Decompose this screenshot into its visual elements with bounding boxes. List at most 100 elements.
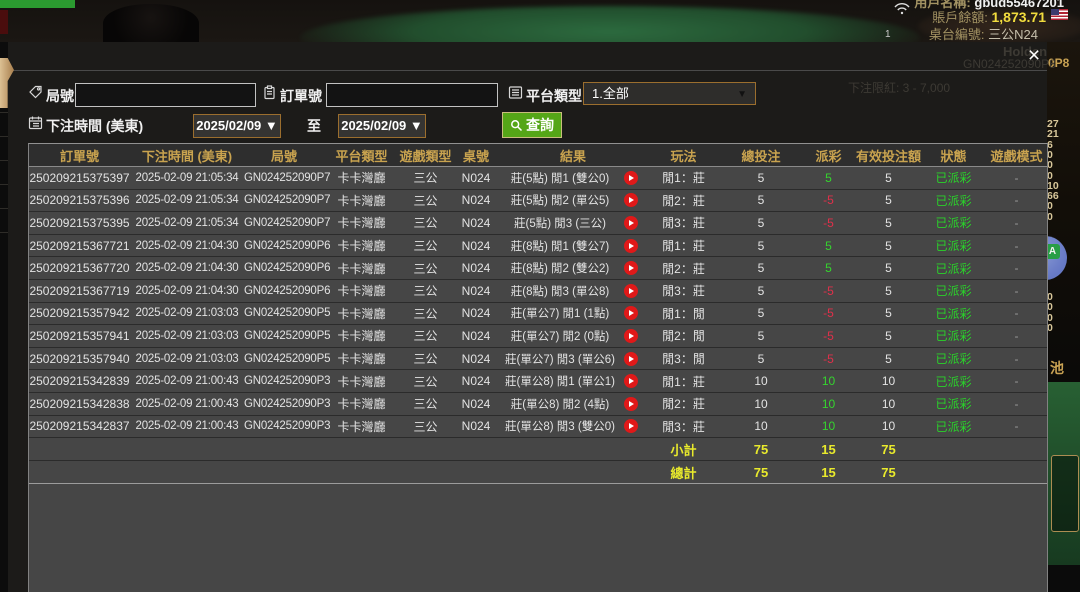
- search-button[interactable]: 查詢: [502, 112, 562, 138]
- table-number-cell: N024: [461, 374, 491, 389]
- stat-number: 27: [1047, 118, 1059, 130]
- platform-cell: 卡卡灣廳: [337, 171, 386, 186]
- close-button[interactable]: ×: [1027, 44, 1041, 67]
- result-cell: 莊(5點) 閒2 (單公5): [500, 192, 646, 208]
- play-video-button[interactable]: [624, 396, 638, 411]
- play-video-button[interactable]: [624, 238, 638, 253]
- stat-number: 0: [1047, 148, 1053, 161]
- valid-bet-cell: 5: [885, 215, 892, 230]
- round-number-input[interactable]: [75, 83, 256, 107]
- order-number-input[interactable]: [326, 83, 498, 107]
- play-type-cell: 閒1：莊: [662, 171, 705, 186]
- play-video-button[interactable]: [624, 170, 638, 185]
- platform-cell: 卡卡灣廳: [337, 216, 386, 231]
- round-number-cell: GN024252090P6: [244, 239, 331, 252]
- order-number-cell: 250209215357940: [29, 351, 130, 366]
- table-number-cell: N024: [461, 306, 491, 321]
- game-mode-cell: -: [1014, 238, 1019, 253]
- table-number-cell: N024: [461, 283, 491, 298]
- order-number-cell: 250209215375395: [29, 215, 130, 230]
- table-number-cell: N024: [461, 396, 491, 411]
- payout-cell: 5: [825, 170, 832, 185]
- play-type-cell: 閒3：莊: [662, 419, 705, 434]
- platform-select-value: 1.全部: [592, 86, 629, 101]
- casino-table-felt: [300, 6, 920, 42]
- play-type-cell: 閒1：莊: [662, 239, 705, 254]
- game-mode-cell: -: [1014, 419, 1019, 434]
- status-cell: 已派彩: [935, 306, 972, 321]
- total-bet-cell: 5: [757, 170, 765, 185]
- valid-bet-cell: 5: [885, 193, 892, 208]
- game-mode-cell: -: [1014, 306, 1019, 321]
- result-cell: 莊(8點) 閒1 (雙公7): [500, 238, 646, 254]
- subtotal-label: 小計: [670, 442, 697, 458]
- result-cell: 莊(8點) 閒2 (雙公2): [500, 260, 646, 276]
- stat-number: 0: [1047, 210, 1053, 223]
- round-number-cell: GN024252090P7: [244, 171, 331, 184]
- play-video-button[interactable]: [624, 193, 638, 208]
- table-row: 250209215367720 2025-02-09 21:04:30 GN0242…: [29, 257, 1047, 280]
- jackpot-label: 池: [1050, 360, 1064, 376]
- total-valid: 75: [881, 464, 896, 480]
- status-cell: 已派彩: [935, 193, 972, 208]
- subtotal-row: 小計 75 15 75: [29, 438, 1047, 462]
- game-mode-cell: -: [1014, 170, 1019, 185]
- dealer-name-ghost: Holden: [1003, 44, 1048, 59]
- play-video-button[interactable]: [624, 283, 638, 298]
- status-cell: 已派彩: [935, 397, 972, 412]
- result-cell: 莊(5點) 閒1 (雙公0): [500, 170, 646, 186]
- round-number-cell: GN024252090P7: [244, 216, 331, 229]
- payout-cell: 5: [825, 261, 832, 276]
- total-row: 總計 75 15 75: [29, 461, 1047, 485]
- play-video-button[interactable]: [624, 351, 638, 366]
- table-number-cell: N024: [461, 261, 491, 276]
- table-empty-area: [29, 484, 1047, 592]
- date-to-select[interactable]: 2025/02/09 ▼: [338, 114, 426, 138]
- table-number-label: 桌台編號:: [928, 27, 985, 42]
- valid-bet-cell: 5: [885, 328, 892, 343]
- total-bet-cell: 10: [754, 396, 768, 411]
- platform-select[interactable]: 1.全部 ▼: [583, 82, 756, 105]
- total-bet-cell: 5: [757, 193, 765, 208]
- order-number-cell: 250209215375397: [29, 170, 130, 185]
- table-number-cell: N024: [461, 238, 491, 253]
- game-type-cell: 三公: [413, 171, 438, 186]
- stat-number: 0: [1047, 200, 1053, 213]
- table-row: 250209215367719 2025-02-09 21:04:30 GN0242…: [29, 279, 1047, 303]
- column-header: 桌號: [462, 148, 489, 164]
- play-video-button[interactable]: [624, 215, 638, 230]
- play-video-button[interactable]: [624, 374, 638, 389]
- platform-cell: 卡卡灣廳: [337, 193, 386, 208]
- play-video-button[interactable]: [624, 261, 638, 276]
- titlebar-divider: [8, 70, 1047, 71]
- date-from-select[interactable]: 2025/02/09 ▼: [193, 114, 281, 138]
- platform-cell: 卡卡灣廳: [337, 261, 386, 276]
- round-number-cell: GN024252090P3: [244, 420, 331, 433]
- round-id-ghost: GN024252090P8: [963, 57, 1056, 71]
- play-type-cell: 閒1：莊: [662, 374, 705, 389]
- bet-time-cell: 2025-02-09 21:04:30: [135, 284, 239, 297]
- search-button-label: 查詢: [526, 117, 554, 133]
- status-cell: 已派彩: [935, 216, 972, 231]
- to-label: 至: [307, 118, 321, 134]
- game-type-cell: 三公: [413, 261, 438, 276]
- right-stats-box: [1051, 455, 1079, 532]
- payout-cell: 10: [821, 374, 836, 389]
- game-type-cell: 三公: [413, 239, 438, 254]
- play-video-button[interactable]: [624, 306, 638, 321]
- stat-number: 66: [1047, 190, 1059, 203]
- floating-app-icon[interactable]: A: [1047, 236, 1067, 280]
- total-bet-cell: 5: [757, 328, 765, 343]
- result-cell: 莊(單公7) 閒2 (0點): [500, 328, 646, 344]
- game-type-cell: 三公: [413, 329, 438, 344]
- stat-number: 0: [1047, 321, 1053, 334]
- round-number-label: 局號: [46, 88, 74, 104]
- play-video-button[interactable]: [624, 328, 638, 343]
- play-video-button[interactable]: [624, 419, 638, 434]
- game-background: 1 用戶名稱: gbud55467201 賬戶餘額: 1,873.71 桌台編號…: [0, 0, 1080, 42]
- bet-time-cell: 2025-02-09 21:00:43: [135, 420, 239, 433]
- bet-history-table: 訂單號 下注時間 (美東) 局號 平台類型 遊戲類型 桌號 結果 玩法 總投注 派彩 有效投注額 狀態…: [28, 143, 1048, 592]
- table-number-cell: N024: [461, 351, 491, 366]
- total-bet-cell: 5: [757, 283, 765, 298]
